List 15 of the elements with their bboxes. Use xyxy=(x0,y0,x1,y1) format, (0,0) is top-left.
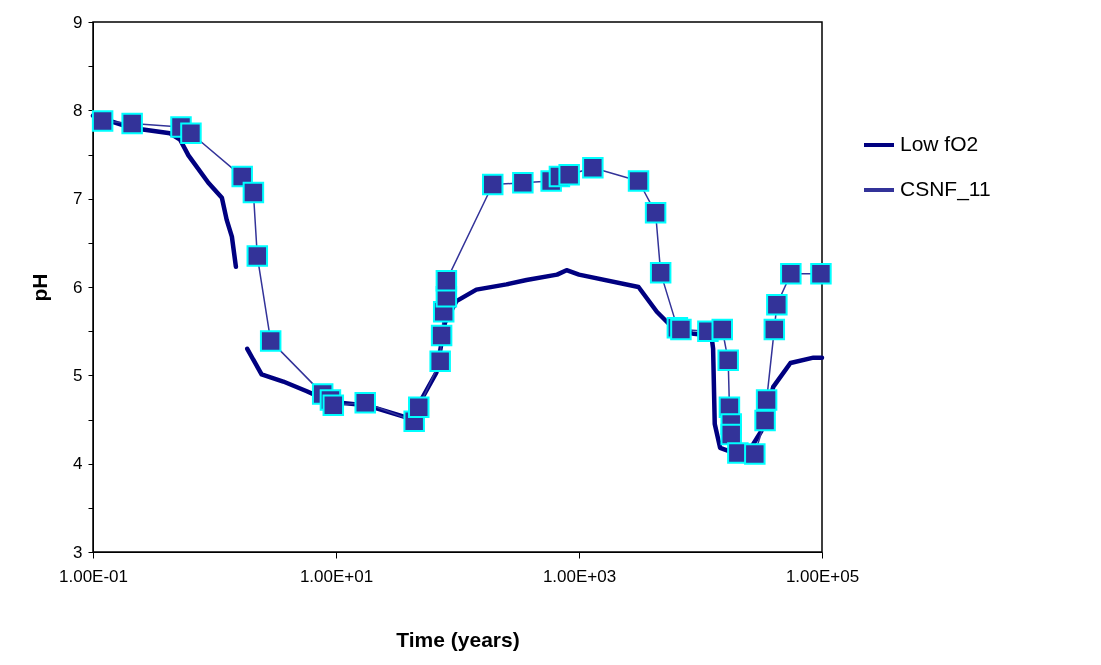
legend-label: CSNF_11 xyxy=(900,177,991,201)
y-tick-label: 3 xyxy=(73,542,83,562)
y-tick-label: 7 xyxy=(73,189,83,209)
y-tick-label: 5 xyxy=(73,365,83,385)
y-tick-label: 8 xyxy=(73,100,83,120)
x-tick-label: 1.00E+03 xyxy=(542,566,617,586)
x-tick-label: 1.00E-01 xyxy=(59,566,128,586)
x-tick-label: 1.00E+05 xyxy=(785,566,860,586)
y-tick-label: 4 xyxy=(73,454,83,474)
y-tick-label: 6 xyxy=(73,277,83,297)
y-tick-label: 9 xyxy=(73,12,83,32)
legend-label: Low fO2 xyxy=(900,132,979,155)
y-axis-title: pH xyxy=(28,273,52,302)
x-tick-label: 1.00E+01 xyxy=(299,566,374,586)
x-axis-title: Time (years) xyxy=(396,627,520,651)
